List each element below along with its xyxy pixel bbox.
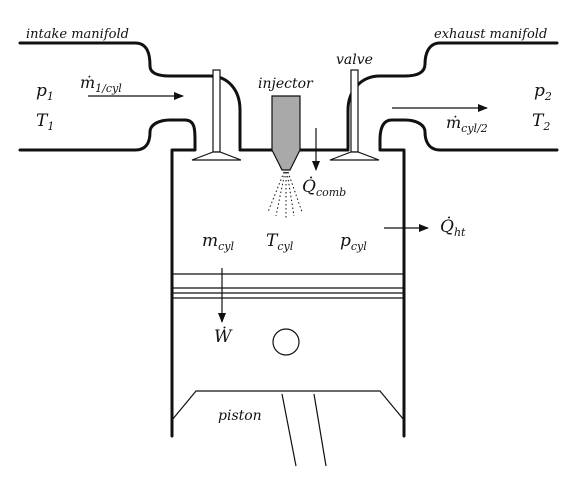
intake-manifold-upper-wall [18,41,242,150]
cylinder-temperature-symbol: Tcyl [266,231,294,253]
exhaust-valve [329,69,380,161]
injector-label: injector [258,76,314,92]
intake-massflow-symbol: ṁ1/cyl [80,73,122,95]
piston-pin [272,328,300,356]
fuel-spray [267,171,303,218]
piston-rings [172,273,404,299]
exhaust-manifold-lower-wall [378,118,559,438]
piston-label: piston [218,408,262,424]
injector-body [271,95,301,171]
cylinder-mass-symbol: mcyl [202,231,235,253]
intake-valve [191,69,242,161]
combustion-heat-symbol: Q̇comb [302,177,346,199]
exhaust-massflow-symbol: ṁcyl/2 [446,113,488,135]
work-symbol: Ẇ [214,326,233,347]
valve-label: valve [336,52,373,68]
T1-symbol: T1 [36,111,54,133]
intake-manifold-lower-wall [18,118,197,438]
p1-symbol: p1 [36,81,54,103]
exhaust-manifold-label: exhaust manifold [434,27,547,42]
T2-symbol: T2 [532,111,550,133]
cylinder-pressure-symbol: pcyl [340,231,367,253]
p2-symbol: p2 [534,81,552,103]
piston-skirt [171,390,405,421]
connecting-rod [281,393,327,467]
heat-transfer-symbol: Q̇ht [440,217,466,239]
intake-manifold-label: intake manifold [26,27,129,42]
